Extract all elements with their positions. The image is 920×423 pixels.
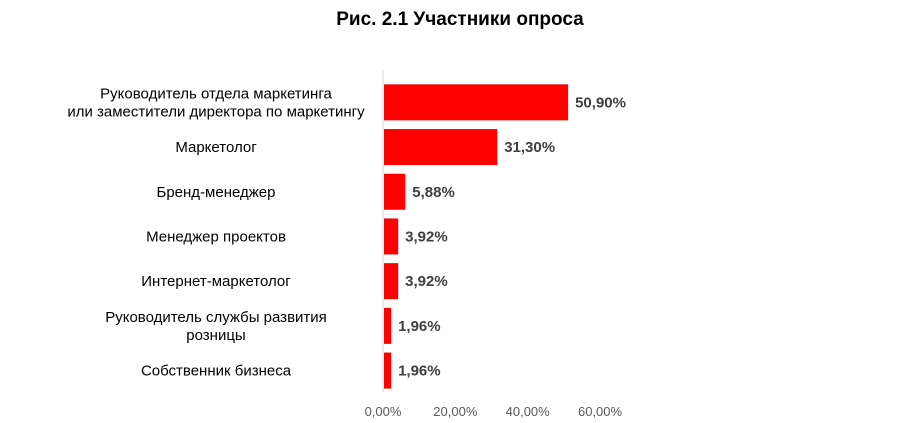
category-label: Маркетолог <box>175 139 257 156</box>
category-label: или заместители директора по маркетингу <box>67 103 365 120</box>
data-label: 50,90% <box>575 94 626 111</box>
data-label: 5,88% <box>412 184 455 201</box>
x-tick-label: 60,00% <box>578 404 623 419</box>
x-tick-label: 40,00% <box>506 404 551 419</box>
category-label: Менеджер проектов <box>146 228 286 245</box>
data-label: 31,30% <box>504 139 555 156</box>
category-label: Бренд-менеджер <box>157 184 276 201</box>
data-label: 3,92% <box>405 228 448 245</box>
x-tick-label: 20,00% <box>433 404 478 419</box>
bar <box>384 218 399 255</box>
category-label: Руководитель отдела маркетинга <box>100 85 332 102</box>
data-label: 3,92% <box>405 273 448 290</box>
bar <box>384 307 392 344</box>
bar <box>384 352 392 389</box>
category-label: Собственник бизнеса <box>141 363 292 380</box>
bar <box>384 173 406 210</box>
data-label: 1,96% <box>398 363 441 380</box>
chart-title: Рис. 2.1 Участники опроса <box>336 9 584 30</box>
category-label: Руководитель службы развития <box>105 309 327 326</box>
category-label: розницы <box>186 327 245 344</box>
bar <box>384 129 498 166</box>
data-label: 1,96% <box>398 318 441 335</box>
bar <box>384 84 569 121</box>
x-tick-label: 0,00% <box>365 404 402 419</box>
bar <box>384 263 399 300</box>
category-label: Интернет-маркетолог <box>141 273 291 290</box>
